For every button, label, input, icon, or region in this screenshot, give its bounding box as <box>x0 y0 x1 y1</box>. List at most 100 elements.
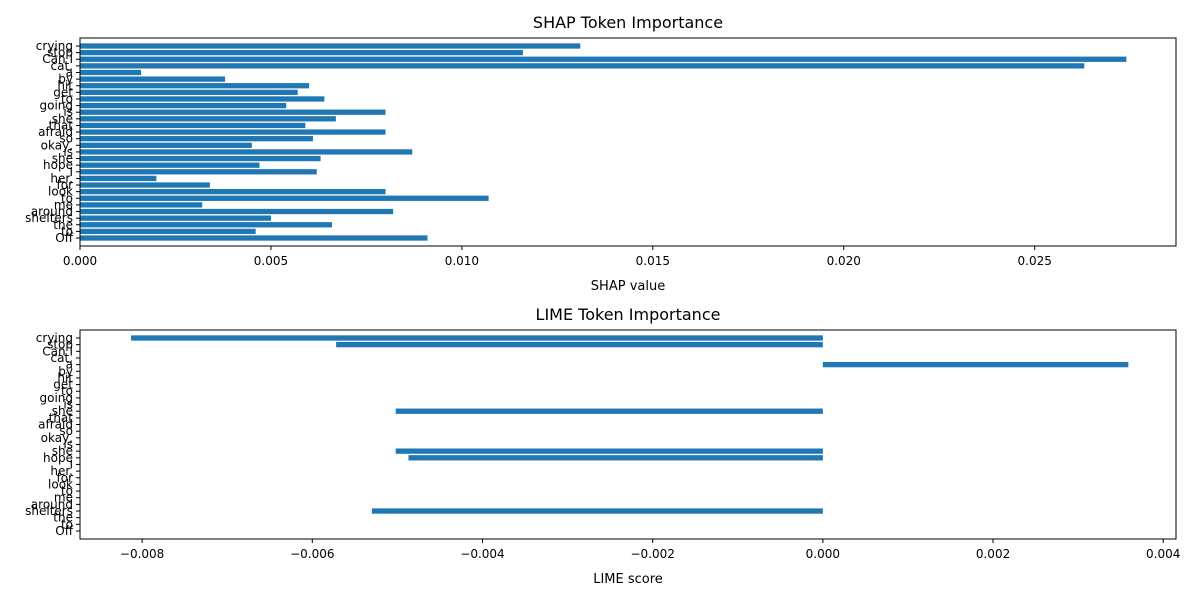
category-label: by <box>58 72 73 86</box>
category-label: get <box>53 378 73 392</box>
category-label: her. <box>50 464 73 478</box>
category-label: to <box>61 224 73 238</box>
category-label: okay, <box>41 138 73 152</box>
category-label: around <box>31 497 73 511</box>
category-label: to <box>61 384 73 398</box>
category-label: Off <box>55 524 73 538</box>
bar-24 <box>80 202 203 208</box>
bar-8 <box>80 96 325 102</box>
category-label: okay, <box>41 431 73 445</box>
category-label: is <box>63 437 73 451</box>
bar-14 <box>80 136 313 142</box>
bar-0 <box>131 335 823 341</box>
category-label: to <box>61 92 73 106</box>
category-label: look <box>48 185 73 199</box>
x-tick-label: −0.004 <box>460 547 504 561</box>
x-tick-label: 0.004 <box>1146 547 1180 561</box>
category-label: hit <box>57 371 73 385</box>
bar-11 <box>395 408 823 414</box>
category-label: afraid <box>38 125 73 139</box>
bar-7 <box>80 89 298 95</box>
x-tick-label: 0.020 <box>827 254 861 268</box>
category-label: the <box>53 218 73 232</box>
category-label: hit <box>57 79 73 93</box>
category-label: she <box>52 444 73 458</box>
x-tick-label: 0.005 <box>254 254 288 268</box>
category-label: cat, <box>51 59 73 73</box>
category-label: to <box>61 517 73 531</box>
bar-20 <box>80 175 157 182</box>
category-label: look <box>48 477 73 491</box>
x-tick-label: −0.008 <box>120 547 164 561</box>
x-tick-label: 0.015 <box>636 254 670 268</box>
category-label: that <box>49 411 74 425</box>
category-label: crying <box>36 39 73 53</box>
category-label: stop <box>47 46 73 60</box>
bar-17 <box>80 155 321 162</box>
bar-27 <box>80 222 333 228</box>
category-label: to <box>61 191 73 205</box>
bar-0 <box>80 43 581 49</box>
bar-13 <box>80 129 386 135</box>
bar-3 <box>80 63 1085 69</box>
bar-26 <box>371 508 823 514</box>
category-label: afraid <box>38 418 73 432</box>
chart-title: SHAP Token Importance <box>533 13 723 32</box>
bar-18 <box>80 162 260 168</box>
x-tick-label: −0.006 <box>290 547 334 561</box>
category-label: shelters <box>25 211 73 225</box>
x-tick-label: 0.000 <box>806 547 840 561</box>
category-label: cat, <box>51 351 73 365</box>
category-label: Can I <box>42 344 73 358</box>
category-label: get <box>53 85 73 99</box>
category-label: that <box>49 118 74 132</box>
category-label: me <box>54 491 73 505</box>
category-label: shelters <box>25 504 73 518</box>
category-label: around <box>31 205 73 219</box>
category-label: Off <box>55 231 73 245</box>
bar-4 <box>822 361 1129 368</box>
plot-frame <box>79 37 1177 247</box>
x-tick-label: 0.010 <box>445 254 479 268</box>
category-label: so <box>59 424 73 438</box>
chart-title: LIME Token Importance <box>536 305 721 324</box>
bar-25 <box>80 208 394 215</box>
category-label: hope <box>43 158 73 172</box>
bar-4 <box>80 69 142 76</box>
x-tick-label: 0.002 <box>976 547 1010 561</box>
bar-29 <box>80 235 428 241</box>
bar-2 <box>80 56 1127 62</box>
category-label: going <box>39 391 73 405</box>
bar-18 <box>408 455 823 461</box>
bar-17 <box>395 448 823 454</box>
category-label: for <box>57 471 74 485</box>
bar-12 <box>80 122 306 129</box>
plot-frame <box>79 329 1177 540</box>
category-label: me <box>54 198 73 212</box>
x-tick-label: −0.002 <box>630 547 674 561</box>
bar-28 <box>80 228 256 235</box>
x-axis-label: SHAP value <box>591 279 665 294</box>
category-label: is <box>63 145 73 159</box>
bar-5 <box>80 76 226 82</box>
bar-10 <box>80 109 386 115</box>
bar-19 <box>80 169 317 175</box>
bar-15 <box>80 142 252 148</box>
bar-9 <box>80 102 287 109</box>
category-label: going <box>39 99 73 113</box>
category-label: stop <box>47 338 73 352</box>
category-label: her. <box>50 171 73 185</box>
x-tick-label: 0.000 <box>63 254 97 268</box>
category-label: she <box>52 404 73 418</box>
category-label: I <box>69 457 73 471</box>
category-label: by <box>58 364 73 378</box>
bar-6 <box>80 83 310 89</box>
bar-1 <box>336 341 823 348</box>
category-label: I <box>69 165 73 179</box>
category-label: is <box>63 105 73 119</box>
x-tick-label: 0.025 <box>1018 254 1052 268</box>
category-label: hope <box>43 451 73 465</box>
